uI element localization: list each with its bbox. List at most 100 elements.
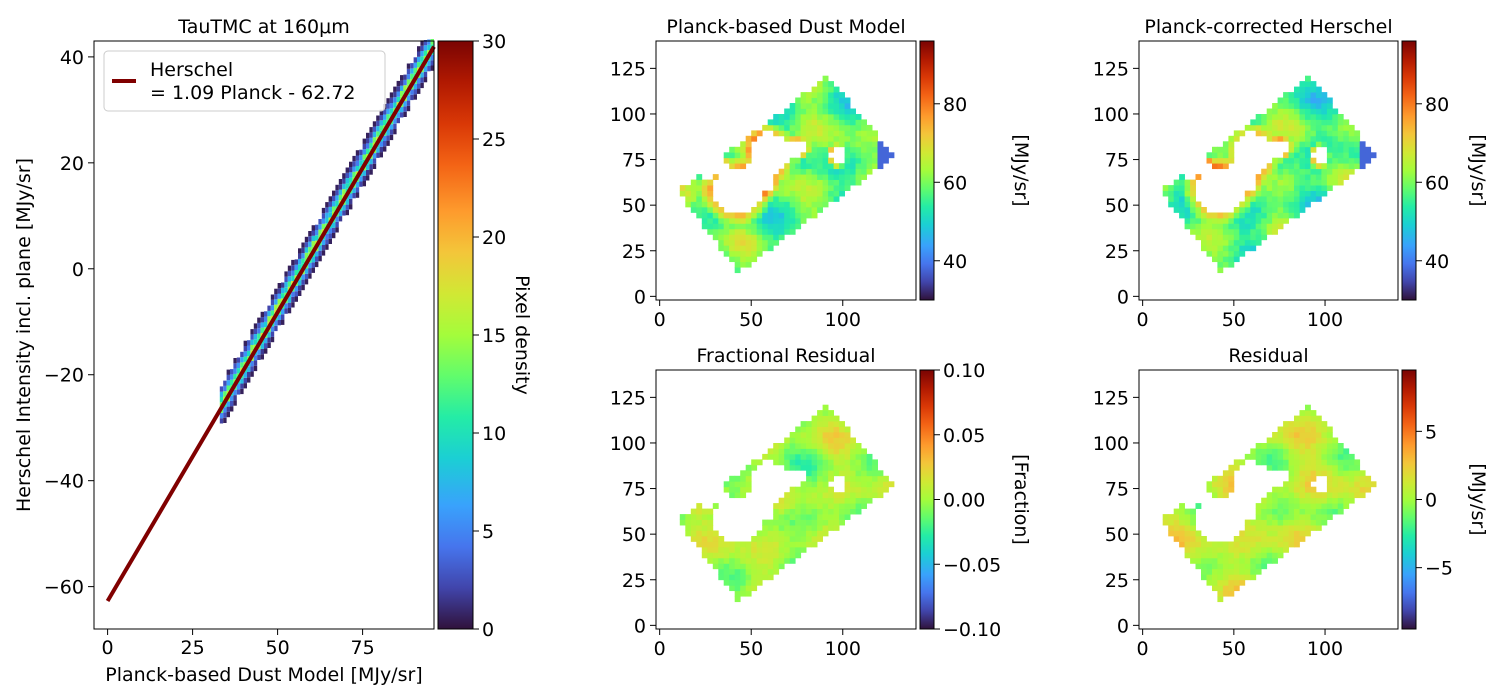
map-pixel bbox=[1212, 239, 1218, 246]
map-pixel bbox=[822, 108, 829, 115]
density-cell bbox=[243, 346, 247, 352]
map-pixel bbox=[1266, 557, 1273, 564]
map-pixel bbox=[839, 141, 845, 148]
map-pixel bbox=[740, 541, 747, 548]
map-pixel bbox=[685, 185, 692, 191]
map-pixel bbox=[1294, 196, 1300, 202]
map-pixel bbox=[745, 228, 752, 235]
density-cell bbox=[383, 114, 387, 120]
map-pixel bbox=[800, 185, 807, 191]
map-pixel bbox=[811, 503, 818, 509]
map-pixel bbox=[850, 135, 856, 142]
map-pixel bbox=[1283, 163, 1289, 170]
density-cell bbox=[427, 66, 431, 72]
map-pixel bbox=[1250, 207, 1257, 213]
map-pixel bbox=[1272, 196, 1278, 202]
map-pixel bbox=[1321, 503, 1328, 509]
map-pixel bbox=[729, 163, 736, 170]
map-pixel bbox=[1255, 541, 1262, 548]
map-pixel bbox=[1283, 92, 1289, 98]
map-pixel bbox=[767, 245, 774, 252]
map-pixel bbox=[1305, 519, 1311, 526]
density-cell bbox=[233, 389, 237, 396]
map-pixel bbox=[762, 245, 769, 252]
map-pixel bbox=[795, 536, 802, 542]
map-pixel bbox=[1206, 579, 1213, 586]
map-pixel bbox=[751, 568, 758, 575]
map-pixel bbox=[1201, 212, 1207, 219]
map-pixel bbox=[822, 453, 829, 460]
colorbar-tick-label: 20 bbox=[482, 227, 506, 249]
map-pixel bbox=[1217, 245, 1224, 252]
map-pixel bbox=[817, 108, 823, 115]
density-cell bbox=[284, 271, 288, 277]
density-cell bbox=[403, 85, 407, 91]
map-pixel bbox=[806, 135, 812, 142]
map-pixel bbox=[789, 228, 796, 235]
map-pixel bbox=[729, 212, 736, 219]
map-pixel bbox=[795, 108, 802, 115]
map-pixel bbox=[1332, 135, 1339, 142]
density-cell bbox=[372, 131, 377, 138]
map-pixel bbox=[877, 481, 884, 488]
map-pixel bbox=[1255, 196, 1262, 202]
map-pixel bbox=[811, 486, 818, 493]
map-pixel bbox=[729, 481, 736, 488]
density-cell bbox=[372, 137, 377, 143]
map-pixel bbox=[839, 508, 845, 515]
colorbar-tick-label: 60 bbox=[1425, 172, 1449, 194]
map-pixel bbox=[1261, 196, 1268, 202]
map-pixel bbox=[701, 508, 708, 515]
map-pixel bbox=[1184, 530, 1191, 537]
map-pixel bbox=[800, 163, 807, 170]
map-title: Planck-based Dust Model bbox=[666, 16, 905, 38]
map-pixel bbox=[701, 519, 708, 526]
map-pixel bbox=[1261, 557, 1268, 564]
density-cell bbox=[335, 227, 339, 233]
map-pixel bbox=[833, 492, 840, 499]
map-pixel bbox=[1266, 130, 1273, 137]
map-pixel bbox=[1222, 579, 1229, 586]
map-pixel bbox=[828, 174, 834, 180]
map-pixel bbox=[778, 179, 785, 186]
map-pixel bbox=[1310, 421, 1317, 427]
map-pixel bbox=[789, 464, 796, 471]
map-pixel bbox=[1255, 443, 1262, 449]
map-pixel bbox=[712, 546, 719, 553]
map-pixel bbox=[756, 557, 763, 564]
map-pixel bbox=[1261, 217, 1268, 224]
map-pixel bbox=[844, 179, 851, 186]
map-pixel bbox=[855, 508, 862, 515]
density-cell bbox=[315, 230, 319, 236]
y-tick-label: 50 bbox=[1105, 524, 1129, 546]
colorbar-tick-label: 80 bbox=[1425, 94, 1449, 116]
map-pixel bbox=[784, 124, 791, 131]
map-pixel bbox=[773, 568, 780, 575]
map-pixel bbox=[707, 223, 714, 230]
map-pixel bbox=[806, 486, 812, 493]
map-pixel bbox=[734, 574, 741, 581]
map-pixel bbox=[833, 114, 840, 120]
map-pixel bbox=[789, 448, 796, 455]
map-pixel bbox=[784, 168, 791, 175]
map-pixel bbox=[707, 541, 714, 548]
map-pixel bbox=[844, 492, 851, 499]
map-pixel bbox=[712, 541, 719, 548]
map-pixel bbox=[833, 196, 840, 202]
density-cell bbox=[345, 209, 349, 216]
density-cell bbox=[423, 71, 428, 78]
map-pixel bbox=[778, 525, 785, 531]
map-pixel bbox=[1244, 546, 1251, 553]
map-pixel bbox=[828, 437, 834, 444]
map-pixel bbox=[1321, 492, 1328, 499]
map-pixel bbox=[1272, 530, 1278, 537]
map-pixel bbox=[828, 415, 834, 422]
map-pixel bbox=[1288, 426, 1295, 433]
map-pixel bbox=[1305, 525, 1311, 531]
map-pixel bbox=[806, 541, 812, 548]
map-axes-frame bbox=[1138, 40, 1399, 301]
map-pixel bbox=[1255, 453, 1262, 460]
map-pixel bbox=[1326, 497, 1333, 504]
map-pixel bbox=[1261, 448, 1268, 455]
map-pixel bbox=[701, 196, 708, 202]
